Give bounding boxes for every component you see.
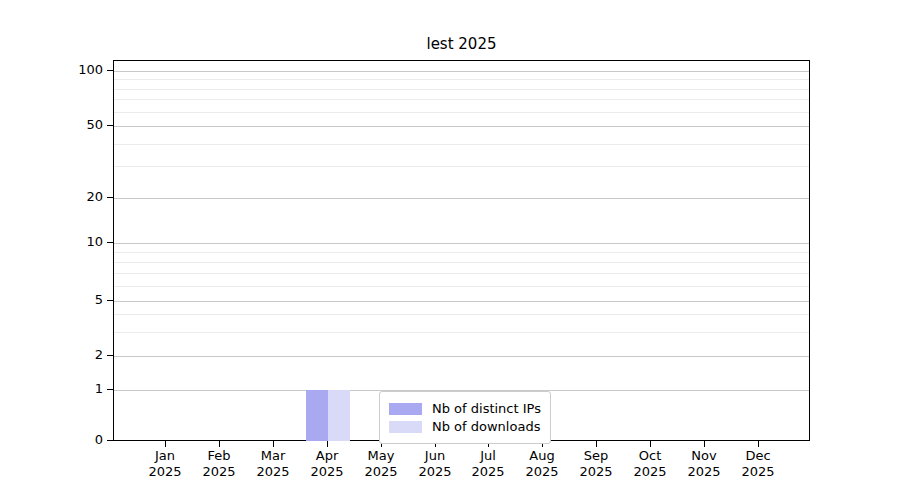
x-tick-label-dec: Dec2025	[728, 448, 788, 480]
x-tick-mark	[327, 441, 328, 447]
grid-line-major	[114, 356, 809, 357]
y-tick-mark	[107, 242, 113, 243]
x-tick-mark	[273, 441, 274, 447]
chart-title: lest 2025	[113, 35, 810, 53]
grid-line-major	[114, 198, 809, 199]
y-tick-label: 100	[0, 62, 103, 78]
legend-swatch-downloads	[389, 421, 422, 433]
x-tick-mark	[704, 441, 705, 447]
x-tick-label-aug: Aug2025	[512, 448, 572, 480]
x-tick-mark	[758, 441, 759, 447]
x-tick-label-jun: Jun2025	[405, 448, 465, 480]
y-tick-label: 10	[0, 234, 103, 250]
x-tick-label-jan: Jan2025	[135, 448, 195, 480]
grid-line-minor	[114, 314, 809, 315]
y-tick-label: 1	[0, 381, 103, 397]
grid-line-minor	[114, 273, 809, 274]
x-tick-label-mar: Mar2025	[243, 448, 303, 480]
y-tick-mark	[107, 355, 113, 356]
grid-line-minor	[114, 99, 809, 100]
grid-line-minor	[114, 286, 809, 287]
legend-swatch-distinct-ips	[389, 403, 422, 415]
x-tick-label-may: May2025	[351, 448, 411, 480]
y-tick-mark	[107, 300, 113, 301]
y-tick-mark	[107, 70, 113, 71]
x-tick-mark	[596, 441, 597, 447]
y-tick-label: 2	[0, 347, 103, 363]
y-tick-mark	[107, 125, 113, 126]
x-tick-label-apr: Apr2025	[297, 448, 357, 480]
y-tick-label: 0	[0, 432, 103, 448]
grid-line-major	[114, 71, 809, 72]
x-tick-label-sep: Sep2025	[566, 448, 626, 480]
grid-line-minor	[114, 89, 809, 90]
legend: Nb of distinct IPs Nb of downloads	[379, 391, 551, 444]
grid-line-minor	[114, 79, 809, 80]
y-tick-label: 20	[0, 189, 103, 205]
grid-line-minor	[114, 262, 809, 263]
legend-entry-distinct-ips: Nb of distinct IPs	[389, 400, 541, 417]
bar-downloads	[328, 390, 350, 441]
x-tick-label-nov: Nov2025	[674, 448, 734, 480]
x-tick-mark	[165, 441, 166, 447]
grid-line-minor	[114, 252, 809, 253]
x-tick-label-jul: Jul2025	[458, 448, 518, 480]
plot-area: Nb of distinct IPs Nb of downloads	[113, 60, 810, 441]
grid-line-minor	[114, 112, 809, 113]
chart-figure: lest 2025 Nb of distinct IPs Nb of downl…	[0, 0, 900, 500]
bar-distinct-ips	[306, 390, 328, 441]
x-tick-mark	[650, 441, 651, 447]
y-tick-mark	[107, 440, 113, 441]
legend-label-distinct-ips: Nb of distinct IPs	[432, 400, 541, 417]
x-tick-label-feb: Feb2025	[189, 448, 249, 480]
legend-label-downloads: Nb of downloads	[432, 418, 540, 435]
grid-line-minor	[114, 332, 809, 333]
x-tick-label-oct: Oct2025	[620, 448, 680, 480]
grid-line-major	[114, 126, 809, 127]
legend-entry-downloads: Nb of downloads	[389, 418, 541, 435]
grid-line-major	[114, 301, 809, 302]
grid-line-minor	[114, 166, 809, 167]
x-tick-mark	[219, 441, 220, 447]
grid-line-minor	[114, 144, 809, 145]
y-tick-label: 5	[0, 292, 103, 308]
y-tick-mark	[107, 197, 113, 198]
y-tick-label: 50	[0, 117, 103, 133]
grid-line-major	[114, 243, 809, 244]
y-tick-mark	[107, 389, 113, 390]
